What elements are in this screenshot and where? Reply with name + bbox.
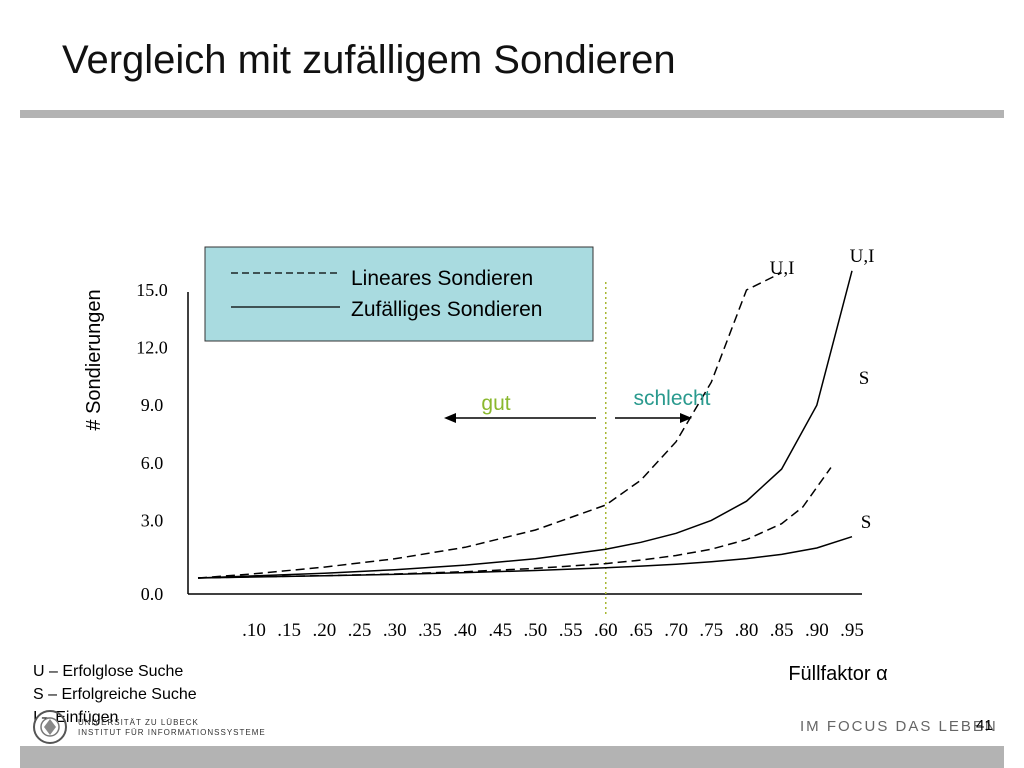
- university-logo: [30, 708, 230, 746]
- x-tick-label: .25: [348, 620, 372, 641]
- series-line-2: [197, 270, 853, 579]
- x-tick-label: .85: [770, 620, 794, 641]
- x-tick-label: .50: [524, 620, 548, 641]
- x-tick-label: .95: [840, 620, 864, 641]
- arrow-right-head: [680, 413, 692, 423]
- y-tick-label: 3.0: [141, 510, 164, 530]
- legend-label-random: Zufälliges Sondieren: [351, 298, 542, 321]
- title-divider: [20, 110, 1004, 118]
- series-line-1: [197, 272, 782, 579]
- y-tick-label: 0.0: [141, 584, 164, 604]
- note-s: S – Erfolgreiche Suche: [33, 686, 197, 703]
- footer-slogan: IM FOCUS DAS LEBEN: [800, 718, 998, 735]
- series-label-2: U,I: [850, 246, 875, 267]
- x-tick-label: .30: [383, 620, 407, 641]
- series-line-3: [197, 467, 832, 579]
- abbreviation-notes: U – Erfolglose Suche S – Erfolgreiche Su…: [33, 660, 197, 729]
- x-tick-label: .40: [453, 620, 477, 641]
- y-axis-label: # Sondierungen: [83, 289, 105, 430]
- x-tick-label: .10: [242, 620, 266, 641]
- series-label-1: U,I: [770, 258, 795, 279]
- arrow-left-head: [444, 413, 456, 423]
- x-tick-label: .80: [735, 620, 759, 641]
- y-tick-label: 6.0: [141, 453, 164, 473]
- annotation-gut: gut: [481, 392, 510, 415]
- x-tick-label: .90: [805, 620, 829, 641]
- x-axis-label: Füllfaktor α: [788, 663, 887, 685]
- note-u: U – Erfolglose Suche: [33, 663, 184, 680]
- seal-icon: [33, 710, 67, 744]
- series-label-3: S: [859, 368, 870, 389]
- slide-title: Vergleich mit zufälligem Sondieren: [62, 38, 676, 82]
- legend-label-linear: Lineares Sondieren: [351, 267, 533, 290]
- x-tick-label: .20: [312, 620, 336, 641]
- x-tick-label: .70: [664, 620, 688, 641]
- university-name: UNIVERSITÄT ZU LÜBECK INSTITUT FÜR INFOR…: [78, 718, 266, 737]
- annotation-schlecht: schlecht: [633, 387, 710, 410]
- page-number: 41: [976, 717, 993, 734]
- note-i: I – Einfügen: [33, 709, 119, 726]
- x-tick-label: .15: [277, 620, 301, 641]
- y-tick-label: 15.0: [136, 280, 168, 300]
- x-tick-label: .55: [559, 620, 583, 641]
- x-tick-label: .45: [488, 620, 512, 641]
- series-line-4: [197, 535, 853, 579]
- y-tick-label: 12.0: [136, 338, 168, 358]
- series-label-4: S: [861, 512, 872, 533]
- x-tick-label: .75: [699, 620, 723, 641]
- x-tick-label: .60: [594, 620, 618, 641]
- x-tick-label: .65: [629, 620, 653, 641]
- x-tick-label: .35: [418, 620, 442, 641]
- footer-bar: [20, 746, 1004, 768]
- y-tick-label: 9.0: [141, 395, 164, 415]
- legend-box: [204, 246, 594, 342]
